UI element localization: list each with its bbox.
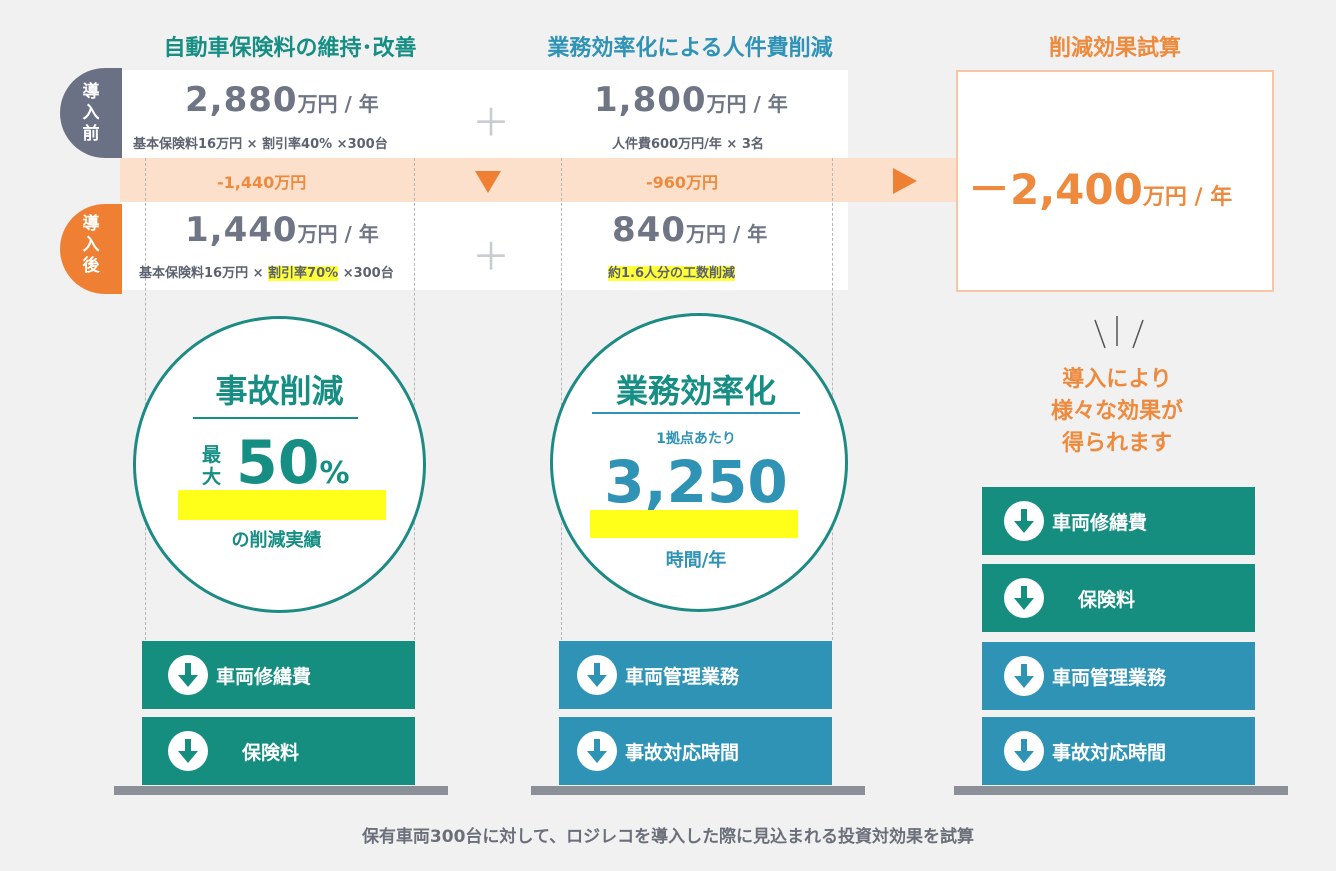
base-bar xyxy=(114,786,448,795)
circle1-prefix: 最 大 xyxy=(202,444,221,488)
guide-line xyxy=(145,158,146,640)
box-label: 事故対応時間 xyxy=(1052,741,1167,764)
amount-unit: 万円 / 年 xyxy=(297,222,379,246)
effect-text: 導入により 様々な効果が 得られます xyxy=(1000,364,1234,460)
amount-value: 1,440 xyxy=(185,210,298,250)
circle2-sub: 1拠点あたり xyxy=(656,431,736,447)
box-insurance: 保険料 xyxy=(142,717,415,785)
down-arrow-icon xyxy=(1004,731,1044,771)
reduction-band xyxy=(120,158,956,202)
after-insurance-amount: 1,440万円 / 年 xyxy=(185,210,379,250)
result-box-accident-handling: 事故対応時間 xyxy=(982,717,1255,785)
result-unit: 万円 / 年 xyxy=(1142,185,1233,210)
result-box-insurance: 保険料 xyxy=(982,564,1255,632)
before-insurance-detail: 基本保険料16万円 × 割引率40% ×300台 xyxy=(133,137,388,152)
box-vehicle-management: 車両管理業務 xyxy=(559,641,832,709)
circle1-caption: の削減実績 xyxy=(231,530,322,551)
amount-value: 1,800 xyxy=(594,80,707,120)
after-labor-detail: 約1.6人分の工数削減 xyxy=(608,262,736,281)
emphasis-lines-icon xyxy=(1094,316,1144,349)
prefix-char: 大 xyxy=(202,466,222,488)
down-arrow-icon xyxy=(1004,656,1044,696)
circle1-divider xyxy=(193,417,358,419)
box-accident-handling: 事故対応時間 xyxy=(559,717,832,785)
result-amount: －2,400万円 / 年 xyxy=(968,156,1232,217)
amount-value: 2,880 xyxy=(185,80,298,120)
guide-line xyxy=(414,158,415,640)
down-arrow-icon xyxy=(475,171,501,193)
footer-note: 保有車両300台に対して、ロジレコを導入した際に見込まれる投資対効果を試算 xyxy=(361,827,975,847)
box-label: 車両修繕費 xyxy=(1052,511,1148,534)
down-arrow-icon xyxy=(1004,501,1044,541)
after-labor-amount: 840万円 / 年 xyxy=(612,210,767,250)
circle1-highlight xyxy=(178,490,386,520)
circle2-caption: 時間/年 xyxy=(665,550,727,571)
amount-value: 840 xyxy=(612,210,686,250)
before-labor-amount: 1,800万円 / 年 xyxy=(594,80,788,120)
effect-line: 様々な効果が xyxy=(1050,399,1183,424)
plus-icon: ＋ xyxy=(472,101,511,145)
circle2-title: 業務効率化 xyxy=(615,372,776,410)
header-efficiency: 業務効率化による人件費削減 xyxy=(547,36,833,61)
percent-sign: % xyxy=(319,456,350,491)
circle2-divider xyxy=(592,412,800,414)
result-box-vehicle-management: 車両管理業務 xyxy=(982,642,1255,710)
effect-line: 得られます xyxy=(1061,431,1172,456)
before-band xyxy=(120,70,848,158)
header-result: 削減効果試算 xyxy=(1048,36,1181,61)
base-bar xyxy=(954,786,1288,795)
detail-text: 基本保険料16万円 × xyxy=(139,266,269,281)
effect-line: 導入により xyxy=(1062,367,1172,392)
box-label: 車両管理業務 xyxy=(625,665,740,688)
after-insurance-detail: 基本保険料16万円 × 割引率70% ×300台 xyxy=(139,262,394,281)
circle2-highlight xyxy=(590,510,798,538)
badge-after: 導入後 xyxy=(60,204,122,294)
prefix-char: 最 xyxy=(202,444,222,466)
badge-before-label: 導入前 xyxy=(82,82,100,144)
amount-unit: 万円 / 年 xyxy=(685,222,768,246)
highlight-workload: 約1.6人分の工数削減 xyxy=(608,266,736,281)
circle1-title: 事故削減 xyxy=(215,372,344,410)
box-label: 保険料 xyxy=(1078,588,1136,611)
badge-after-label: 導入後 xyxy=(82,214,100,276)
header-insurance: 自動車保険料の維持･改善 xyxy=(163,36,417,61)
down-arrow-icon xyxy=(168,655,208,695)
efficiency-circle xyxy=(550,313,848,612)
reduction-insurance: -1,440万円 xyxy=(217,173,307,192)
right-arrow-icon xyxy=(893,168,917,194)
down-arrow-icon xyxy=(168,731,208,771)
box-vehicle-repair: 車両修繕費 xyxy=(142,641,415,709)
badge-before: 導入前 xyxy=(60,68,122,158)
percent-value: 50 xyxy=(236,428,320,498)
result-value: －2,400 xyxy=(968,165,1143,214)
box-label: 事故対応時間 xyxy=(625,741,740,764)
down-arrow-icon xyxy=(577,655,617,695)
detail-text: ×300台 xyxy=(338,266,394,281)
guide-line xyxy=(561,158,562,640)
before-labor-detail: 人件費600万円/年 × 3名 xyxy=(612,137,764,152)
reduction-labor: -960万円 xyxy=(646,173,719,192)
circle1-value: 50% xyxy=(236,428,350,498)
result-box-vehicle-repair: 車両修繕費 xyxy=(982,487,1255,555)
amount-unit: 万円 / 年 xyxy=(297,92,379,116)
amount-unit: 万円 / 年 xyxy=(706,92,788,116)
base-bar xyxy=(531,786,865,795)
down-arrow-icon xyxy=(577,731,617,771)
circle2-value: 3,250 xyxy=(604,448,788,516)
highlight-discount: 割引率70% xyxy=(268,266,339,281)
box-label: 保険料 xyxy=(242,741,300,764)
box-label: 車両修繕費 xyxy=(216,665,312,688)
down-arrow-icon xyxy=(1004,578,1044,618)
accident-reduction-circle xyxy=(133,316,426,613)
before-insurance-amount: 2,880万円 / 年 xyxy=(185,80,379,120)
box-label: 車両管理業務 xyxy=(1052,666,1167,689)
result-box xyxy=(956,70,1274,292)
plus-icon: ＋ xyxy=(472,235,511,279)
